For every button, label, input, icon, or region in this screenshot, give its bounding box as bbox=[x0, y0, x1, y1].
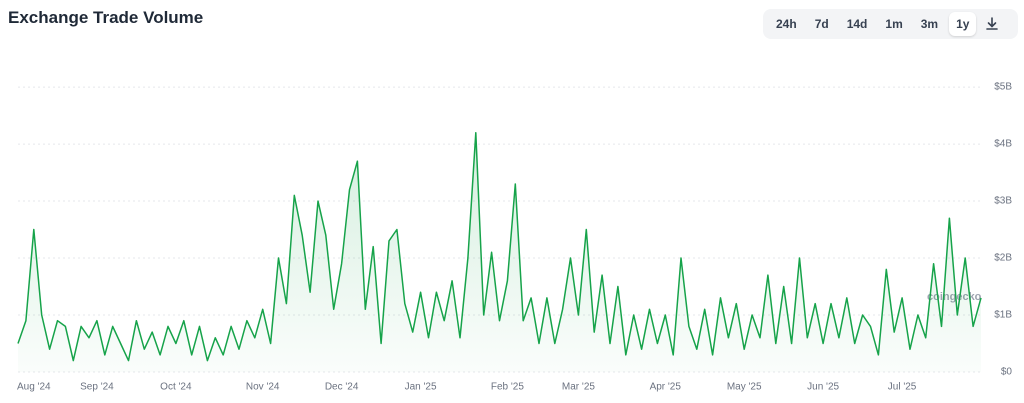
x-tick-label: Jun '25 bbox=[807, 382, 839, 393]
x-tick-label: Nov '24 bbox=[246, 382, 280, 393]
x-tick-label: May '25 bbox=[727, 382, 762, 393]
range-button[interactable]: 1y bbox=[949, 12, 977, 36]
y-tick-label: $1B bbox=[994, 310, 1012, 321]
x-tick-label: Dec '24 bbox=[325, 382, 359, 393]
line bbox=[17, 131, 982, 362]
download-icon[interactable] bbox=[984, 16, 1000, 32]
range-button[interactable]: 24h bbox=[776, 17, 797, 31]
y-tick-label: $3B bbox=[994, 196, 1012, 207]
range-selector: 24h 7d 14d 1m 3m 1y bbox=[763, 9, 1018, 39]
range-button[interactable]: 14d bbox=[846, 17, 868, 31]
x-tick-label: Mar '25 bbox=[562, 382, 595, 393]
range-button[interactable]: 3m bbox=[920, 17, 939, 31]
y-tick-label: $5B bbox=[994, 82, 1012, 93]
area bbox=[18, 132, 981, 372]
x-tick-label: Feb '25 bbox=[491, 382, 524, 393]
y-tick-label: $2B bbox=[994, 253, 1012, 264]
y-tick-label: $4B bbox=[994, 139, 1012, 150]
x-tick-label: Jul '25 bbox=[888, 382, 917, 393]
range-button[interactable]: 7d bbox=[814, 17, 829, 31]
x-tick-label: Sep '24 bbox=[80, 382, 114, 393]
x-tick-label: Aug '24 bbox=[17, 382, 51, 393]
range-button[interactable]: 1m bbox=[885, 17, 903, 31]
x-tick-label: Oct '24 bbox=[160, 382, 192, 393]
x-tick-label: Jan '25 bbox=[405, 382, 437, 393]
x-tick-label: Apr '25 bbox=[650, 382, 682, 393]
chart-title: Exchange Trade Volume bbox=[8, 8, 204, 27]
y-tick-label: $0 bbox=[1001, 367, 1013, 378]
